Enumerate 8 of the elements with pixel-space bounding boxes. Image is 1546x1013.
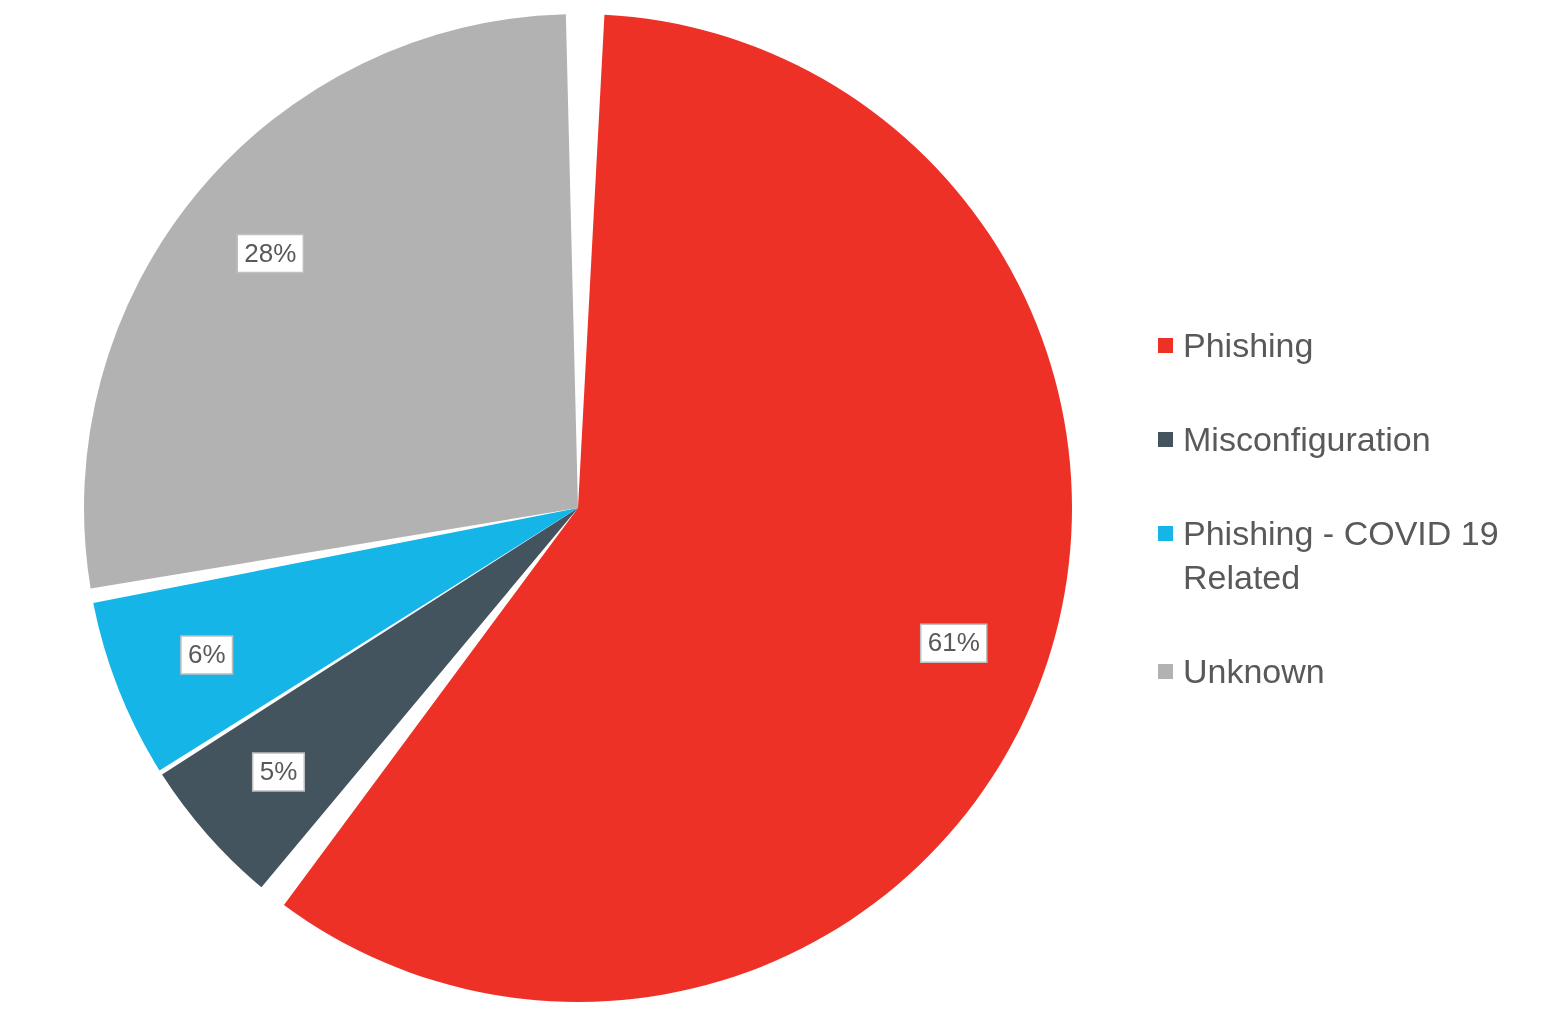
legend-label: Phishing - COVID 19 Related [1183, 513, 1500, 598]
legend-label: Misconfiguration [1183, 419, 1431, 460]
data-label: 61% [927, 627, 980, 658]
data-label: 5% [259, 756, 298, 787]
data-label: 28% [244, 237, 297, 268]
legend-label: Phishing [1183, 325, 1314, 366]
data-label: 6% [187, 639, 226, 670]
legend-label: Unknown [1183, 651, 1325, 692]
